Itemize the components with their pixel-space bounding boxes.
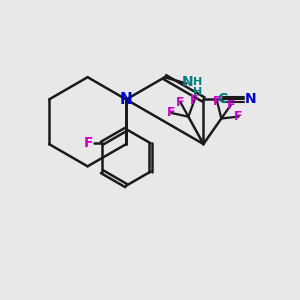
Text: H: H: [193, 77, 202, 87]
Text: N: N: [182, 75, 194, 89]
Text: N: N: [120, 92, 133, 107]
Text: F: F: [84, 136, 93, 150]
Text: F: F: [167, 106, 176, 119]
Text: F: F: [176, 96, 185, 109]
Text: F: F: [213, 95, 221, 108]
Text: F: F: [226, 99, 235, 112]
Text: N: N: [244, 92, 256, 106]
Text: F: F: [190, 94, 199, 107]
Text: C: C: [218, 92, 228, 106]
Text: F: F: [234, 110, 243, 123]
Text: H: H: [193, 87, 202, 97]
